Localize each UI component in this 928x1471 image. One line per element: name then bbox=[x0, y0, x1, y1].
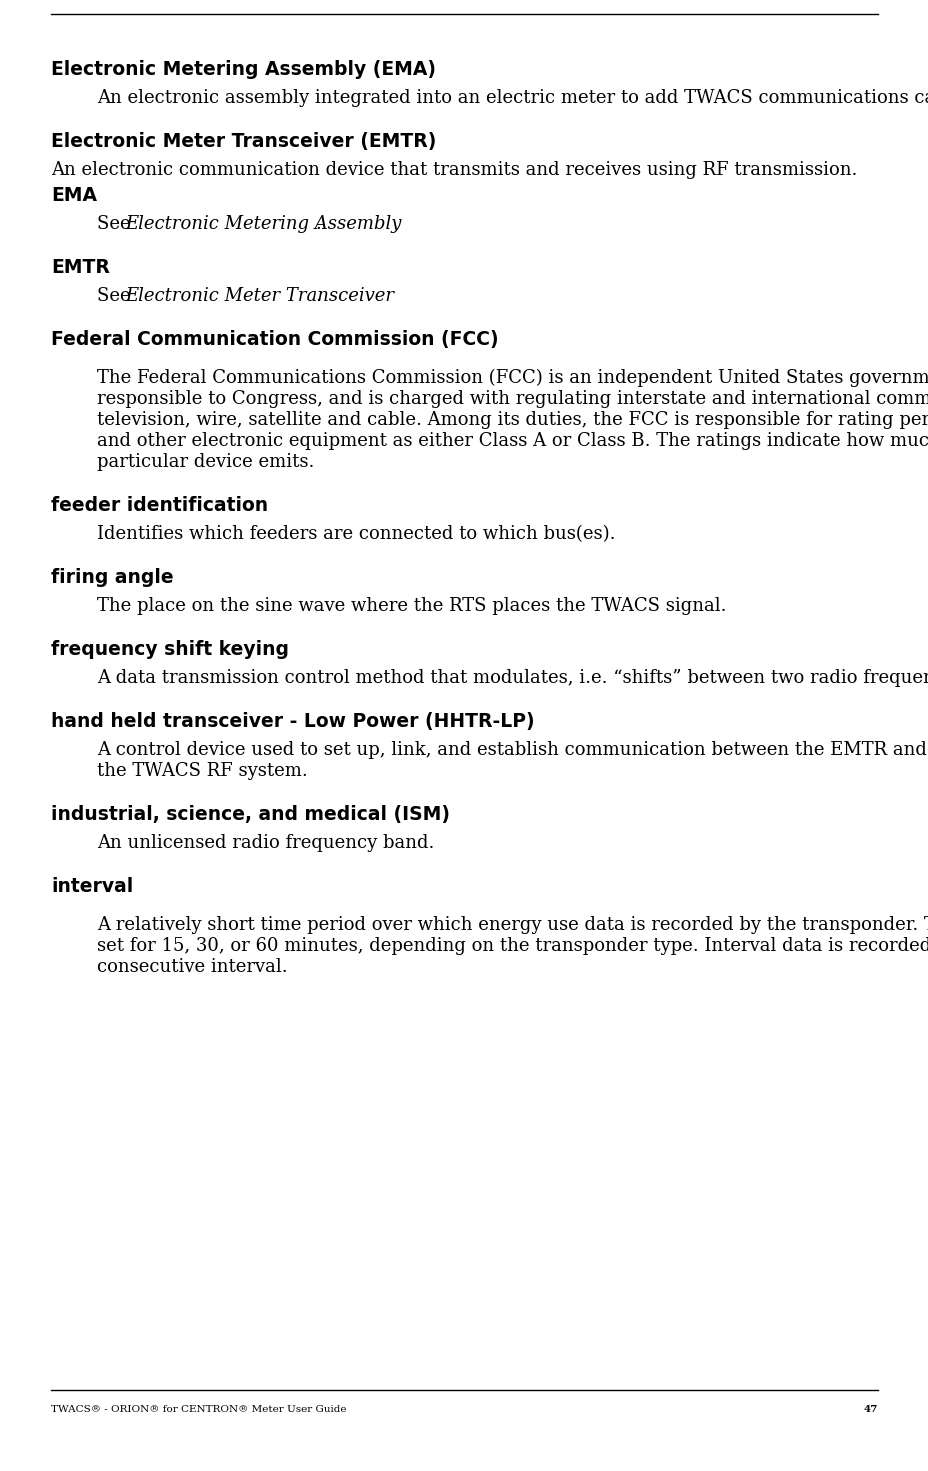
Text: hand held transceiver - Low Power (HHTR-LP): hand held transceiver - Low Power (HHTR-… bbox=[51, 712, 534, 731]
Text: EMA: EMA bbox=[51, 185, 97, 204]
Text: Electronic Meter Transceiver (EMTR): Electronic Meter Transceiver (EMTR) bbox=[51, 132, 436, 152]
Text: An unlicensed radio frequency band.: An unlicensed radio frequency band. bbox=[97, 834, 434, 852]
Text: consecutive interval.: consecutive interval. bbox=[97, 958, 288, 975]
Text: Electronic Metering Assembly (EMA): Electronic Metering Assembly (EMA) bbox=[51, 60, 435, 79]
Text: and other electronic equipment as either Class A or Class B. The ratings indicat: and other electronic equipment as either… bbox=[97, 432, 928, 450]
Text: television, wire, satellite and cable. Among its duties, the FCC is responsible : television, wire, satellite and cable. A… bbox=[97, 410, 928, 430]
Text: Electronic Meter Transceiver: Electronic Meter Transceiver bbox=[125, 287, 394, 304]
Text: Electronic Metering Assembly: Electronic Metering Assembly bbox=[125, 215, 402, 232]
Text: See: See bbox=[97, 287, 136, 304]
Text: TWACS® - ORION® for CENTRON® Meter User Guide: TWACS® - ORION® for CENTRON® Meter User … bbox=[51, 1405, 346, 1414]
Text: .: . bbox=[315, 287, 320, 304]
Text: interval: interval bbox=[51, 877, 133, 896]
Text: firing angle: firing angle bbox=[51, 568, 174, 587]
Text: industrial, science, and medical (ISM): industrial, science, and medical (ISM) bbox=[51, 805, 449, 824]
Text: set for 15, 30, or 60 minutes, depending on the transponder type. Interval data : set for 15, 30, or 60 minutes, depending… bbox=[97, 937, 928, 955]
Text: A relatively short time period over which energy use data is recorded by the tra: A relatively short time period over whic… bbox=[97, 916, 928, 934]
Text: frequency shift keying: frequency shift keying bbox=[51, 640, 289, 659]
Text: The Federal Communications Commission (FCC) is an independent United States gove: The Federal Communications Commission (F… bbox=[97, 369, 928, 387]
Text: particular device emits.: particular device emits. bbox=[97, 453, 314, 471]
Text: A data transmission control method that modulates, i.e. “shifts” between two rad: A data transmission control method that … bbox=[97, 669, 928, 687]
Text: Federal Communication Commission (FCC): Federal Communication Commission (FCC) bbox=[51, 330, 498, 349]
Text: See: See bbox=[97, 215, 136, 232]
Text: The place on the sine wave where the RTS places the TWACS signal.: The place on the sine wave where the RTS… bbox=[97, 597, 726, 615]
Text: .: . bbox=[315, 215, 320, 232]
Text: the TWACS RF system.: the TWACS RF system. bbox=[97, 762, 307, 780]
Text: An electronic assembly integrated into an electric meter to add TWACS communicat: An electronic assembly integrated into a… bbox=[97, 90, 928, 107]
Text: An electronic communication device that transmits and receives using RF transmis: An electronic communication device that … bbox=[51, 160, 857, 179]
Text: responsible to Congress, and is charged with regulating interstate and internati: responsible to Congress, and is charged … bbox=[97, 390, 928, 407]
Text: feeder identification: feeder identification bbox=[51, 496, 268, 515]
Text: EMTR: EMTR bbox=[51, 257, 110, 277]
Text: A control device used to set up, link, and establish communication between the E: A control device used to set up, link, a… bbox=[97, 741, 928, 759]
Text: Identifies which feeders are connected to which bus(es).: Identifies which feeders are connected t… bbox=[97, 525, 615, 543]
Text: 47: 47 bbox=[863, 1405, 877, 1414]
